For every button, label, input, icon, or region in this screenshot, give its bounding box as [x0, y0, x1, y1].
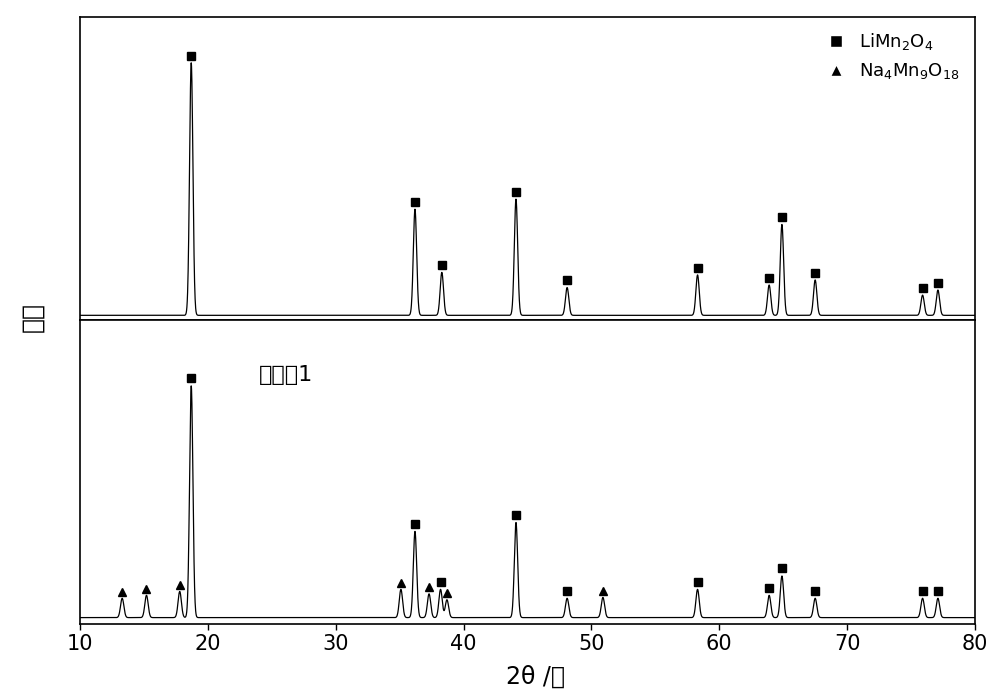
- Text: 强度: 强度: [20, 302, 44, 332]
- Text: 2θ /度: 2θ /度: [506, 665, 564, 688]
- Text: 实施例1: 实施例1: [259, 365, 313, 385]
- Legend: LiMn$_2$O$_4$, Na$_4$Mn$_9$O$_{18}$: LiMn$_2$O$_4$, Na$_4$Mn$_9$O$_{18}$: [807, 20, 971, 92]
